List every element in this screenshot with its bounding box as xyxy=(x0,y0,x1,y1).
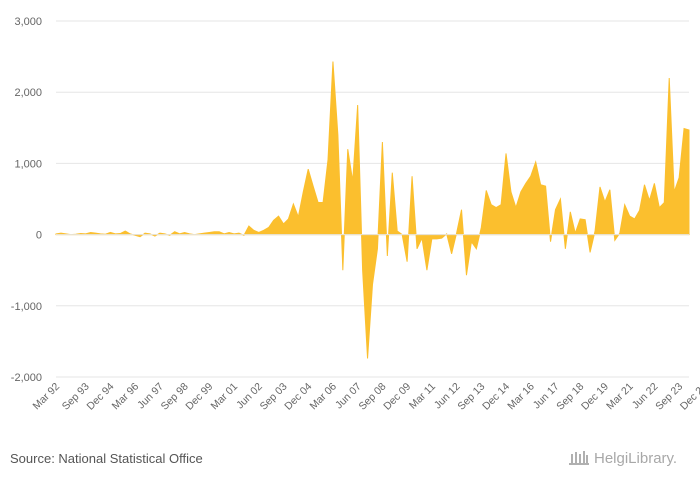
y-tick-label: 2,000 xyxy=(14,87,42,99)
x-tick-label: Dec 99 xyxy=(183,381,215,413)
x-tick-label: Mar 06 xyxy=(307,381,339,413)
source-note: Source: National Statistical Office xyxy=(10,451,203,466)
y-tick-label: 1,000 xyxy=(14,158,42,170)
x-tick-label: Mar 92 xyxy=(31,381,63,413)
brand-logo: HelgiLibrary. xyxy=(568,449,677,467)
x-tick-label: Dec 19 xyxy=(579,381,611,413)
y-tick-label: -2,000 xyxy=(11,372,42,384)
y-tick-label: 0 xyxy=(36,230,42,242)
y-tick-label: -1,000 xyxy=(11,301,42,313)
series-area xyxy=(55,61,690,359)
x-tick-label: Mar 21 xyxy=(604,381,636,413)
x-tick-label: Mar 01 xyxy=(209,381,241,413)
x-tick-label: Dec 04 xyxy=(282,381,314,413)
x-tick-label: Mar 16 xyxy=(505,381,537,413)
grid-lines xyxy=(56,20,689,378)
library-icon xyxy=(569,451,589,465)
y-axis: 3,000 2,000 1,000 0 -1,000 -2,000 xyxy=(11,16,42,384)
brand-name: HelgiLibrary. xyxy=(594,449,678,467)
x-tick-label: Dec 14 xyxy=(480,381,512,413)
x-tick-label: Dec 09 xyxy=(381,381,413,413)
x-tick-label: Mar 96 xyxy=(110,381,142,413)
x-tick-label: Dec 94 xyxy=(85,381,117,413)
y-tick-label: 3,000 xyxy=(14,16,42,28)
x-tick-label: Mar 11 xyxy=(407,381,438,412)
